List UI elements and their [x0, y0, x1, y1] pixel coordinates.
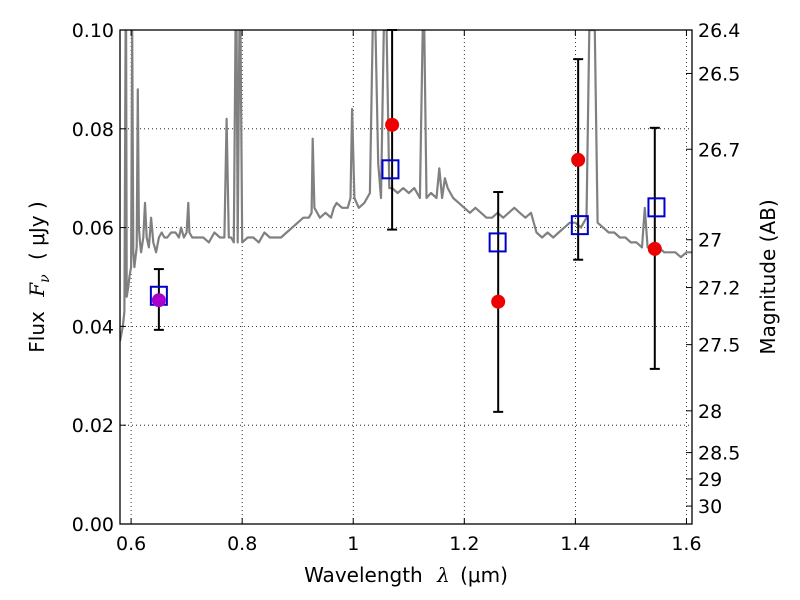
x-tick-label: 1: [347, 533, 359, 555]
y-axis-symbol: F: [25, 282, 49, 298]
y-axis-label-text: Flux: [25, 311, 49, 353]
mag-tick-label: 29: [698, 469, 722, 491]
mag-tick-label: 28.5: [698, 443, 740, 465]
y-tick-label: 0.04: [72, 316, 114, 338]
x-axis-unit: (μm): [460, 563, 508, 587]
x-axis-symbol: λ: [436, 563, 450, 587]
mag-tick-label: 26.5: [698, 63, 740, 85]
spectrum-line: [120, 30, 692, 342]
observed-point: [647, 241, 662, 256]
y-axis-label: Flux Fν ( μJy ): [25, 201, 54, 352]
model-square: [381, 159, 400, 180]
y-tick-label: 0.00: [72, 514, 114, 536]
x-tick-label: 0.8: [227, 533, 257, 555]
x-tick-label: 1.4: [560, 533, 590, 555]
mag-tick-label: 27.5: [698, 335, 740, 357]
axes: 0.6 0.8 1 1.2 1.4 1.6 0.00 0.02 0.04 0.06 0.08 0.10…: [72, 20, 741, 555]
x-axis-label: Wavelength λ (μm): [304, 563, 508, 587]
y-tick-label: 0.08: [72, 119, 114, 141]
y-tick-label: 0.06: [72, 218, 114, 240]
x-tick-label: 0.6: [116, 533, 146, 555]
model-square: [488, 232, 507, 253]
x-axis-label-text: Wavelength: [304, 563, 423, 587]
magnitude-axis-label: Magnitude (AB): [756, 199, 780, 354]
plot-frame: [119, 29, 693, 525]
mag-tick-label: 30: [698, 496, 722, 518]
y-axis-subscript: ν: [37, 274, 53, 283]
x-tick-label: 1.2: [449, 533, 479, 555]
observed-point: [571, 152, 586, 167]
y-tick-label: 0.10: [72, 20, 114, 42]
mag-tick-label: 27: [698, 230, 722, 252]
mag-tick-label: 26.4: [698, 20, 740, 42]
observed-point: [385, 117, 400, 132]
x-tick-label: 1.6: [671, 533, 701, 555]
plot-area: [120, 30, 692, 342]
model-square: [647, 197, 666, 218]
y-tick-label: 0.02: [72, 415, 114, 437]
model-square: [570, 215, 589, 236]
y-axis-unit: ( μJy ): [25, 201, 49, 260]
observed-point: [491, 294, 506, 309]
mag-tick-label: 28: [698, 401, 722, 423]
observed-point: [151, 293, 166, 308]
mag-tick-label: 26.7: [698, 139, 740, 161]
mag-tick-label: 27.2: [698, 278, 740, 300]
